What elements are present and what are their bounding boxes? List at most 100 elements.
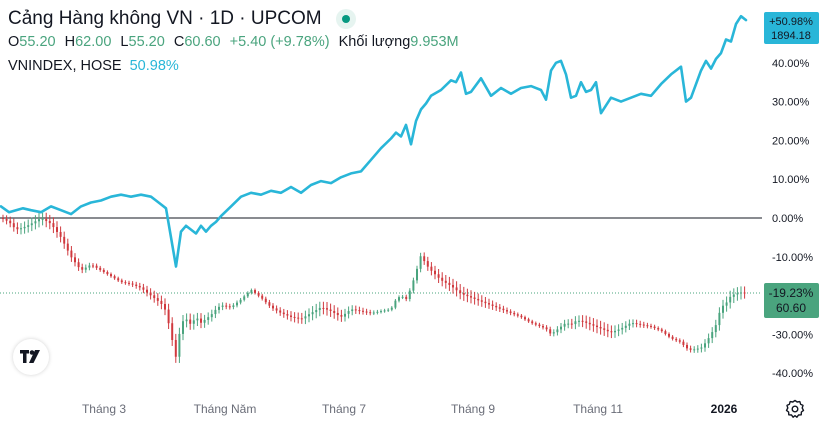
candle-body	[542, 326, 544, 328]
candle-body	[606, 329, 609, 332]
candle-body	[52, 223, 55, 228]
candle-body	[23, 226, 26, 229]
candle-body	[599, 327, 602, 329]
candle-body	[95, 265, 98, 268]
candle-body	[196, 318, 199, 321]
candle-body	[120, 280, 123, 283]
candle-body	[218, 306, 220, 310]
candle-body	[549, 329, 552, 334]
candle-body	[398, 297, 400, 301]
candle-body	[628, 323, 631, 326]
symbol-title[interactable]: Cảng Hàng không VN · 1D · UPCOM	[8, 8, 322, 29]
candle-body	[311, 312, 314, 315]
compare-pct: 50.98%	[129, 58, 179, 74]
candle-body	[308, 314, 310, 317]
candle-body	[484, 301, 487, 304]
low-key: L	[120, 34, 129, 50]
candle-body	[470, 296, 472, 298]
candle-body	[178, 333, 181, 357]
candle-body	[635, 323, 638, 325]
tradingview-logo-icon[interactable]	[13, 339, 49, 375]
candle-body	[452, 284, 454, 288]
candle-body	[221, 305, 224, 307]
candle-body	[272, 305, 274, 309]
candle-body	[318, 307, 321, 311]
x-tick-label: 2026	[711, 402, 738, 416]
candle-body	[722, 305, 724, 313]
candle-body	[275, 308, 278, 311]
candle-body	[200, 318, 202, 323]
market-status-icon[interactable]	[335, 9, 356, 29]
candle-body	[290, 315, 292, 317]
candle-body	[491, 304, 494, 306]
candle-body	[214, 309, 217, 315]
candle-body	[84, 267, 87, 270]
candle-body	[498, 307, 501, 309]
candle-body	[480, 300, 483, 302]
candle-body	[639, 323, 642, 325]
open-value: 55.20	[19, 34, 56, 50]
price-last-pct: -19.23%	[769, 286, 814, 300]
candle-body	[585, 321, 588, 323]
candle-body	[369, 312, 372, 314]
candle-body	[632, 323, 634, 325]
candle-body	[45, 218, 48, 222]
candle-body	[282, 312, 285, 315]
candle-body	[2, 218, 4, 219]
y-tick-label: -40.00%	[772, 368, 813, 380]
candle-body	[696, 348, 699, 350]
candle-body	[372, 312, 375, 314]
candle-body	[538, 324, 541, 327]
y-tick-label: -10.00%	[772, 252, 813, 264]
candle-body	[596, 325, 598, 328]
candle-body	[610, 331, 613, 333]
candle-body	[560, 326, 562, 330]
candle-body	[495, 305, 498, 308]
compare-row[interactable]: VNINDEX, HOSE 50.98%	[8, 58, 464, 74]
candle-body	[419, 256, 422, 269]
candle-body	[41, 218, 44, 220]
candle-body	[376, 311, 379, 313]
x-axis: Tháng 3 Tháng Năm Tháng 7 Tháng 9 Tháng 11 20…	[82, 402, 738, 416]
gear-icon[interactable]	[785, 399, 805, 419]
candle-body	[340, 315, 343, 317]
candle-body	[174, 339, 177, 357]
compare-symbol: VNINDEX, HOSE	[8, 58, 122, 74]
candle-body	[563, 323, 566, 327]
candle-body	[149, 292, 152, 296]
candle-body	[524, 317, 526, 320]
candle-body	[671, 336, 674, 339]
candle-body	[135, 284, 138, 286]
candle-body	[117, 278, 120, 281]
candle-body	[102, 269, 105, 273]
candle-body	[444, 280, 447, 283]
candle-body	[74, 257, 76, 263]
candle-body	[534, 323, 537, 325]
y-tick-label: -30.00%	[772, 329, 813, 341]
candle-body	[617, 329, 620, 331]
candle-body	[239, 299, 242, 303]
candle-body	[408, 290, 411, 300]
candle-body	[336, 312, 339, 316]
candle-body	[347, 311, 350, 314]
close-key: C	[173, 34, 185, 50]
candle-body	[394, 300, 397, 308]
candle-body	[160, 300, 163, 304]
candle-body	[459, 290, 462, 294]
candle-body	[614, 330, 616, 333]
candle-body	[254, 290, 256, 293]
candle-body	[473, 297, 476, 299]
candle-body	[567, 323, 570, 325]
candlestick-series	[2, 212, 746, 363]
candle-body	[106, 272, 109, 275]
candle-body	[81, 267, 84, 270]
candle-body	[455, 287, 458, 291]
candle-body	[236, 302, 238, 306]
candle-body	[592, 324, 595, 326]
high-key: H	[64, 34, 76, 50]
candle-body	[707, 338, 710, 344]
candle-body	[624, 325, 627, 328]
candle-body	[732, 294, 735, 297]
candle-body	[545, 327, 548, 330]
